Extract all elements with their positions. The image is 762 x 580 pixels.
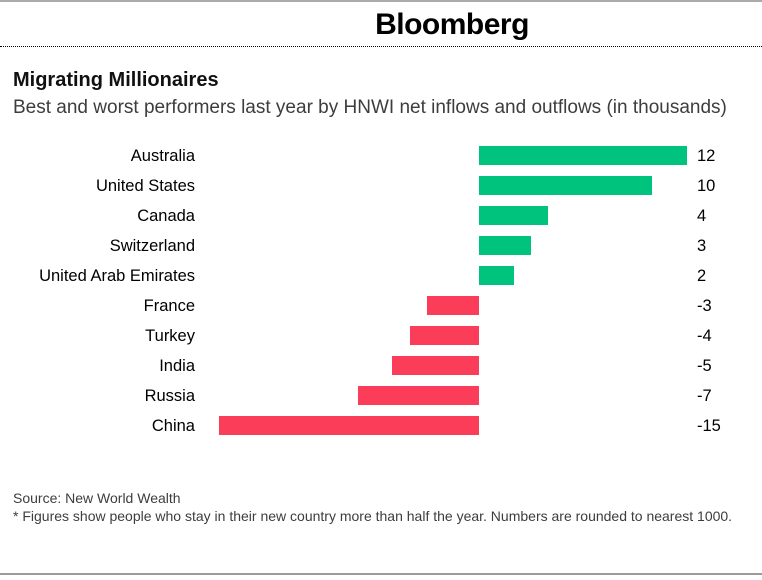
bar-united-arab-emirates: [479, 266, 514, 285]
chart-row: Russia -7: [13, 381, 749, 411]
chart-row: Canada 4: [13, 201, 749, 231]
chart-row: United Arab Emirates 2: [13, 261, 749, 291]
category-label-united-arab-emirates: United Arab Emirates: [39, 266, 195, 285]
category-label-china: China: [151, 416, 195, 435]
bloomberg-logo: Bloomberg: [375, 8, 529, 41]
bar-track: [195, 291, 693, 321]
bar-track: [195, 381, 693, 411]
chart-panel: Migrating Millionaires Best and worst pe…: [0, 67, 762, 525]
bar-track: [195, 171, 693, 201]
bar-track: [195, 411, 693, 441]
top-divider: [0, 0, 762, 2]
value-label-canada: 4: [697, 206, 707, 225]
bar-track: [195, 351, 693, 381]
bar-india: [392, 356, 479, 375]
category-label-canada: Canada: [137, 206, 195, 225]
value-label-united-states: 10: [697, 176, 716, 195]
category-label-france: France: [143, 296, 195, 315]
bar-track: [195, 231, 693, 261]
chart-row: Australia 12: [13, 141, 749, 171]
bar-track: [195, 261, 693, 291]
chart-row: United States 10: [13, 171, 749, 201]
bar-china: [219, 416, 479, 435]
bar-track: [195, 141, 693, 171]
chart-row: China -15: [13, 411, 749, 441]
bar-russia: [357, 386, 479, 405]
category-label-switzerland: Switzerland: [109, 236, 195, 255]
bar-turkey: [409, 326, 479, 345]
bar-chart: Australia 12 United States 10 Canada 4 Switzer…: [13, 141, 749, 441]
chart-row: India -5: [13, 351, 749, 381]
chart-row: France -3: [13, 291, 749, 321]
bar-track: [195, 321, 693, 351]
category-label-united-states: United States: [95, 176, 195, 195]
bar-switzerland: [479, 236, 531, 255]
chart-row: Switzerland 3: [13, 231, 749, 261]
value-label-australia: 12: [697, 146, 716, 165]
bar-united-states: [479, 176, 653, 195]
header: Bloomberg: [0, 0, 762, 47]
bar-canada: [479, 206, 549, 225]
category-label-turkey: Turkey: [145, 326, 195, 345]
chart-subtitle: Best and worst performers last year by H…: [13, 97, 727, 118]
value-label-switzerland: 3: [697, 236, 707, 255]
bar-track: [195, 201, 693, 231]
category-label-india: India: [159, 356, 195, 375]
category-label-australia: Australia: [130, 146, 195, 165]
value-label-turkey: -4: [697, 326, 712, 345]
chart-row: Turkey -4: [13, 321, 749, 351]
value-label-russia: -7: [697, 386, 712, 405]
value-label-united-arab-emirates: 2: [697, 266, 707, 285]
value-label-china: -15: [697, 416, 721, 435]
chart-title: Migrating Millionaires: [13, 69, 219, 91]
bar-france: [427, 296, 479, 315]
value-label-france: -3: [697, 296, 712, 315]
source-line: Source: New World Wealth: [13, 490, 181, 506]
chart-footer: Source: New World Wealth * Figures show …: [13, 489, 749, 525]
category-label-russia: Russia: [144, 386, 195, 405]
value-label-india: -5: [697, 356, 712, 375]
footnote: * Figures show people who stay in their …: [13, 508, 733, 524]
bottom-divider: [0, 573, 762, 575]
bar-australia: [479, 146, 687, 165]
